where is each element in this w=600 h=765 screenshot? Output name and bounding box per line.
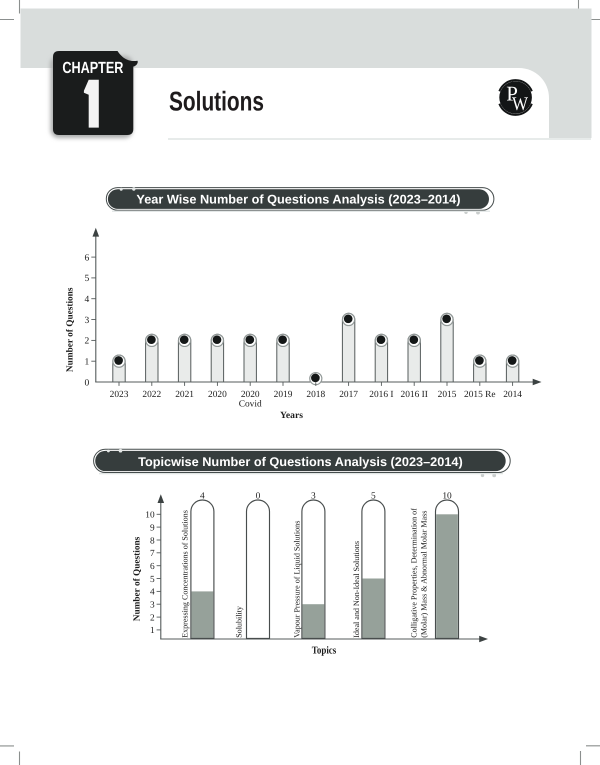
- svg-text:Year Wise Number of Questions: Year Wise Number of Questions Analysis (…: [136, 192, 460, 206]
- svg-text:2: 2: [85, 337, 90, 347]
- svg-text:5: 5: [85, 274, 90, 284]
- svg-text:0: 0: [256, 492, 261, 502]
- svg-text:5: 5: [150, 575, 155, 585]
- svg-text:Number of Questions: Number of Questions: [132, 536, 142, 621]
- svg-text:Years: Years: [280, 410, 303, 421]
- svg-text:0: 0: [85, 378, 90, 388]
- svg-text:2014: 2014: [503, 390, 522, 400]
- svg-text:9: 9: [150, 523, 155, 533]
- svg-text:W: W: [512, 94, 529, 115]
- svg-text:1: 1: [85, 358, 90, 368]
- svg-text:2018: 2018: [306, 390, 325, 400]
- svg-text:8: 8: [150, 536, 155, 546]
- svg-text:Colligative Properties, Determ: Colligative Properties, Determination of: [410, 508, 419, 638]
- svg-text:2015 Re: 2015 Re: [464, 390, 496, 400]
- svg-text:3: 3: [311, 492, 316, 502]
- svg-text:P: P: [506, 82, 518, 106]
- svg-text:Vapour Pressure of Liquid Solu: Vapour Pressure of Liquid Solutions: [293, 521, 302, 638]
- svg-text:4: 4: [85, 295, 90, 305]
- svg-text:2016 II: 2016 II: [401, 390, 428, 400]
- svg-text:2019: 2019: [274, 390, 293, 400]
- svg-text:5: 5: [371, 492, 376, 502]
- svg-text:1: 1: [150, 626, 155, 636]
- svg-text:(Molar) Mass & Abnormal Molar: (Molar) Mass & Abnormal Molar Mass: [420, 511, 429, 638]
- svg-text:Topics: Topics: [312, 646, 337, 657]
- svg-text:CHAPTER: CHAPTER: [62, 59, 123, 77]
- svg-text:Solutions: Solutions: [169, 86, 264, 117]
- svg-text:3: 3: [150, 601, 155, 611]
- svg-text:4: 4: [150, 588, 155, 598]
- svg-text:Expressing Concentrations of S: Expressing Concentrations of Solutions: [180, 510, 189, 638]
- svg-text:4: 4: [200, 492, 205, 502]
- svg-text:10: 10: [442, 492, 452, 502]
- svg-text:2017: 2017: [339, 390, 358, 400]
- svg-text:Solubility: Solubility: [235, 606, 244, 638]
- svg-text:Ideal and Non-Ideal Solutions: Ideal and Non-Ideal Solutions: [352, 541, 361, 638]
- svg-text:2: 2: [150, 613, 155, 623]
- svg-text:Covid: Covid: [239, 400, 262, 410]
- svg-text:6: 6: [150, 562, 155, 572]
- svg-text:Topicwise Number of Questions: Topicwise Number of Questions Analysis (…: [138, 455, 463, 469]
- svg-text:2016 I: 2016 I: [369, 390, 393, 400]
- svg-text:2022: 2022: [142, 390, 161, 400]
- svg-text:2020: 2020: [208, 390, 227, 400]
- svg-text:2021: 2021: [175, 390, 194, 400]
- svg-text:10: 10: [145, 511, 155, 521]
- svg-text:6: 6: [85, 253, 90, 263]
- svg-text:7: 7: [150, 549, 155, 559]
- svg-text:2023: 2023: [110, 390, 129, 400]
- svg-text:Number of Questions: Number of Questions: [65, 287, 75, 372]
- svg-text:2015: 2015: [438, 390, 457, 400]
- svg-text:2020: 2020: [241, 390, 260, 400]
- svg-text:3: 3: [85, 316, 90, 326]
